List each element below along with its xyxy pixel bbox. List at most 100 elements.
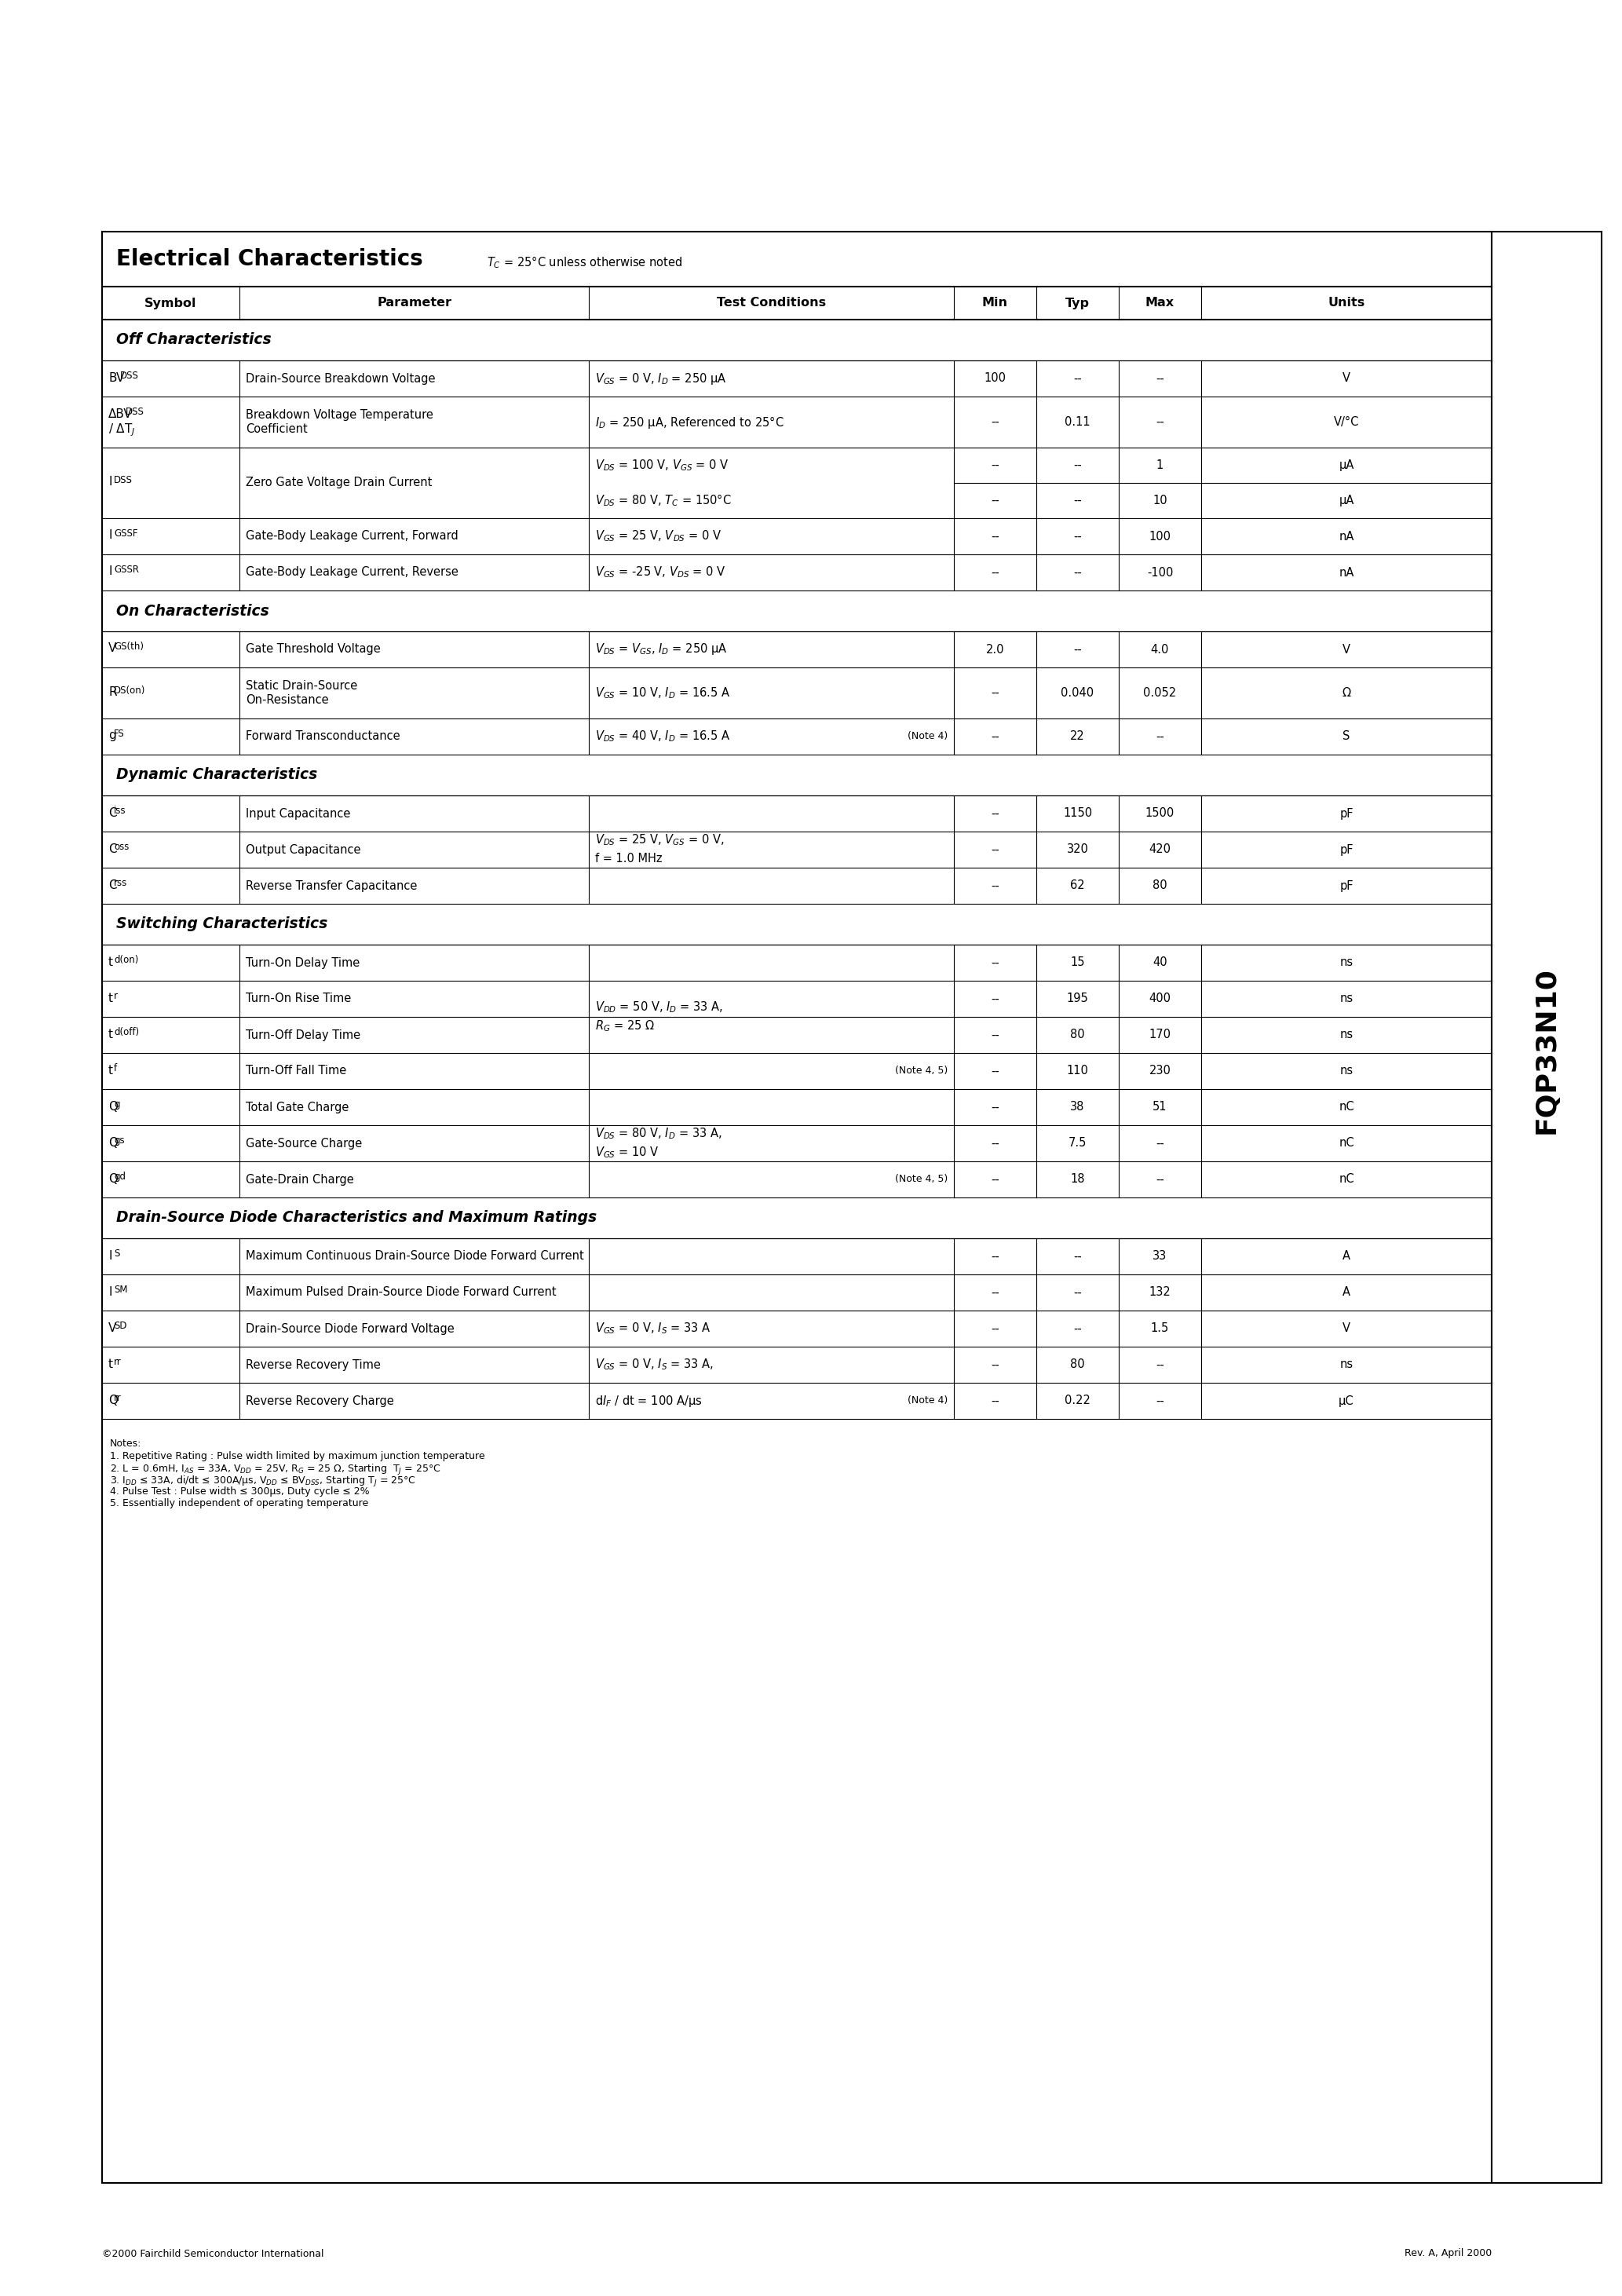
- Text: V: V: [1343, 643, 1351, 654]
- Text: $V_{GS}$ = 10 V, $I_D$ = 16.5 A: $V_{GS}$ = 10 V, $I_D$ = 16.5 A: [595, 687, 730, 700]
- Text: 0.22: 0.22: [1064, 1396, 1090, 1407]
- Text: 110: 110: [1067, 1065, 1088, 1077]
- Text: Symbol: Symbol: [144, 296, 196, 310]
- Text: --: --: [1074, 567, 1082, 579]
- Text: $V_{DS}$ = 80 V, $I_D$ = 33 A,: $V_{DS}$ = 80 V, $I_D$ = 33 A,: [595, 1127, 722, 1141]
- Text: μA: μA: [1338, 459, 1354, 471]
- Text: 18: 18: [1071, 1173, 1085, 1185]
- Text: 0.052: 0.052: [1144, 687, 1176, 698]
- Text: DS(on): DS(on): [114, 684, 146, 696]
- Text: t: t: [109, 1029, 114, 1040]
- Text: V/°C: V/°C: [1333, 416, 1359, 427]
- Text: t: t: [109, 955, 114, 969]
- Text: Q: Q: [109, 1173, 118, 1185]
- Text: ΔBV: ΔBV: [109, 409, 133, 420]
- Text: 1500: 1500: [1145, 808, 1174, 820]
- Text: 230: 230: [1148, 1065, 1171, 1077]
- Text: Min: Min: [983, 296, 1007, 310]
- Text: 80: 80: [1071, 1029, 1085, 1040]
- Text: --: --: [991, 1396, 999, 1407]
- Text: --: --: [991, 1137, 999, 1150]
- Text: Turn-On Rise Time: Turn-On Rise Time: [247, 992, 350, 1006]
- Text: --: --: [991, 1322, 999, 1334]
- Text: DSS: DSS: [120, 370, 138, 381]
- Text: gs: gs: [114, 1137, 125, 1146]
- Text: Units: Units: [1328, 296, 1366, 310]
- Text: 33: 33: [1153, 1251, 1168, 1263]
- Text: --: --: [1074, 1286, 1082, 1297]
- Text: I: I: [109, 475, 112, 489]
- Text: μC: μC: [1338, 1396, 1354, 1407]
- Text: FQP33N10: FQP33N10: [1533, 967, 1560, 1134]
- Text: $V_{DS}$ = $V_{GS}$, $I_D$ = 250 μA: $V_{DS}$ = $V_{GS}$, $I_D$ = 250 μA: [595, 643, 727, 657]
- Text: GS(th): GS(th): [114, 641, 144, 652]
- Text: --: --: [991, 879, 999, 891]
- Text: 420: 420: [1148, 843, 1171, 856]
- Text: nC: nC: [1338, 1137, 1354, 1150]
- Text: --: --: [991, 1359, 999, 1371]
- Text: t: t: [109, 1357, 114, 1371]
- Text: --: --: [991, 730, 999, 742]
- Text: A: A: [1343, 1286, 1351, 1297]
- Text: rr: rr: [114, 1394, 122, 1403]
- Text: 132: 132: [1148, 1286, 1171, 1297]
- Text: GSSR: GSSR: [114, 565, 139, 574]
- Text: --: --: [991, 1286, 999, 1297]
- Text: --: --: [991, 1065, 999, 1077]
- Text: Forward Transconductance: Forward Transconductance: [247, 730, 401, 742]
- Text: Notes:: Notes:: [110, 1440, 141, 1449]
- Text: gd: gd: [114, 1171, 127, 1182]
- Text: GSSF: GSSF: [114, 528, 138, 540]
- Text: Input Capacitance: Input Capacitance: [247, 808, 350, 820]
- Text: --: --: [991, 687, 999, 698]
- Text: I: I: [109, 1249, 112, 1261]
- Text: pF: pF: [1340, 808, 1353, 820]
- Text: --: --: [991, 843, 999, 856]
- Text: Drain-Source Breakdown Voltage: Drain-Source Breakdown Voltage: [247, 372, 435, 383]
- Text: μA: μA: [1338, 494, 1354, 507]
- Text: $T_C$ = 25°C unless otherwise noted: $T_C$ = 25°C unless otherwise noted: [487, 255, 683, 271]
- Text: Gate-Body Leakage Current, Reverse: Gate-Body Leakage Current, Reverse: [247, 567, 459, 579]
- Text: -100: -100: [1147, 567, 1173, 579]
- Text: Parameter: Parameter: [376, 296, 451, 310]
- Text: --: --: [991, 530, 999, 542]
- Text: Coefficient: Coefficient: [247, 422, 308, 434]
- Text: (Note 4, 5): (Note 4, 5): [895, 1173, 947, 1185]
- Text: t: t: [109, 1065, 114, 1077]
- Text: $V_{DS}$ = 40 V, $I_D$ = 16.5 A: $V_{DS}$ = 40 V, $I_D$ = 16.5 A: [595, 730, 730, 744]
- Text: 80: 80: [1153, 879, 1168, 891]
- Text: Switching Characteristics: Switching Characteristics: [117, 916, 328, 932]
- Text: 4.0: 4.0: [1150, 643, 1169, 654]
- Text: --: --: [1074, 494, 1082, 507]
- Text: Drain-Source Diode Forward Voltage: Drain-Source Diode Forward Voltage: [247, 1322, 454, 1334]
- Text: DSS: DSS: [114, 475, 133, 484]
- Text: Q: Q: [109, 1100, 118, 1111]
- Text: $V_{GS}$ = 0 V, $I_D$ = 250 μA: $V_{GS}$ = 0 V, $I_D$ = 250 μA: [595, 372, 727, 386]
- Text: Gate-Body Leakage Current, Forward: Gate-Body Leakage Current, Forward: [247, 530, 459, 542]
- Text: 0.040: 0.040: [1061, 687, 1095, 698]
- Text: rr: rr: [114, 1357, 122, 1366]
- Text: C: C: [109, 843, 117, 854]
- Text: (Note 4): (Note 4): [907, 1396, 947, 1405]
- Text: I: I: [109, 565, 112, 579]
- Text: Output Capacitance: Output Capacitance: [247, 843, 360, 856]
- Text: 170: 170: [1148, 1029, 1171, 1040]
- Text: f: f: [114, 1063, 117, 1075]
- Text: S: S: [114, 1249, 120, 1258]
- Text: SM: SM: [114, 1286, 128, 1295]
- Text: t: t: [109, 992, 114, 1003]
- Text: V: V: [109, 1322, 117, 1334]
- Text: --: --: [1074, 643, 1082, 654]
- Text: --: --: [1156, 1173, 1165, 1185]
- Text: 51: 51: [1153, 1102, 1168, 1114]
- Text: 15: 15: [1071, 957, 1085, 969]
- Text: oss: oss: [114, 843, 130, 852]
- Text: Q: Q: [109, 1137, 118, 1148]
- Text: V: V: [109, 643, 117, 654]
- Text: --: --: [1074, 530, 1082, 542]
- Text: 5. Essentially independent of operating temperature: 5. Essentially independent of operating …: [110, 1499, 368, 1508]
- Text: V: V: [1343, 372, 1351, 383]
- Text: Gate-Source Charge: Gate-Source Charge: [247, 1137, 362, 1150]
- Text: V: V: [1343, 1322, 1351, 1334]
- Text: Maximum Pulsed Drain-Source Diode Forward Current: Maximum Pulsed Drain-Source Diode Forwar…: [247, 1286, 556, 1297]
